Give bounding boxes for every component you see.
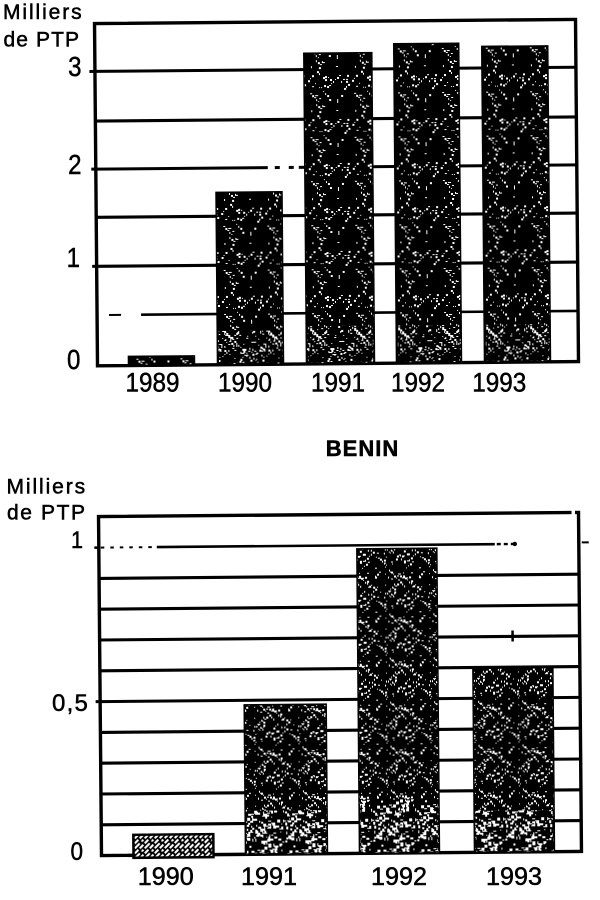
svg-text:Milliers: Milliers [3, 1, 84, 24]
svg-text:Milliers: Milliers [7, 475, 88, 498]
svg-text:de PTP: de PTP [7, 502, 87, 525]
svg-text:1992: 1992 [391, 368, 445, 398]
svg-text:2: 2 [68, 148, 81, 180]
svg-text:1: 1 [71, 526, 83, 553]
svg-text:de PTP: de PTP [4, 29, 81, 52]
svg-text:1992: 1992 [371, 863, 427, 891]
svg-text:1989: 1989 [126, 368, 180, 398]
svg-text:1990: 1990 [218, 368, 272, 398]
svg-text:1993: 1993 [472, 368, 526, 398]
svg-text:3: 3 [68, 50, 81, 82]
svg-text:1991: 1991 [311, 368, 365, 398]
svg-text:BENIN: BENIN [326, 436, 399, 461]
svg-text:1993: 1993 [486, 863, 542, 891]
svg-text:0: 0 [67, 343, 80, 375]
svg-text:1991: 1991 [241, 863, 297, 891]
svg-text:1990: 1990 [138, 863, 194, 891]
svg-text:0,5: 0,5 [52, 690, 89, 717]
svg-text:0: 0 [70, 838, 83, 866]
svg-text:1: 1 [67, 241, 80, 273]
